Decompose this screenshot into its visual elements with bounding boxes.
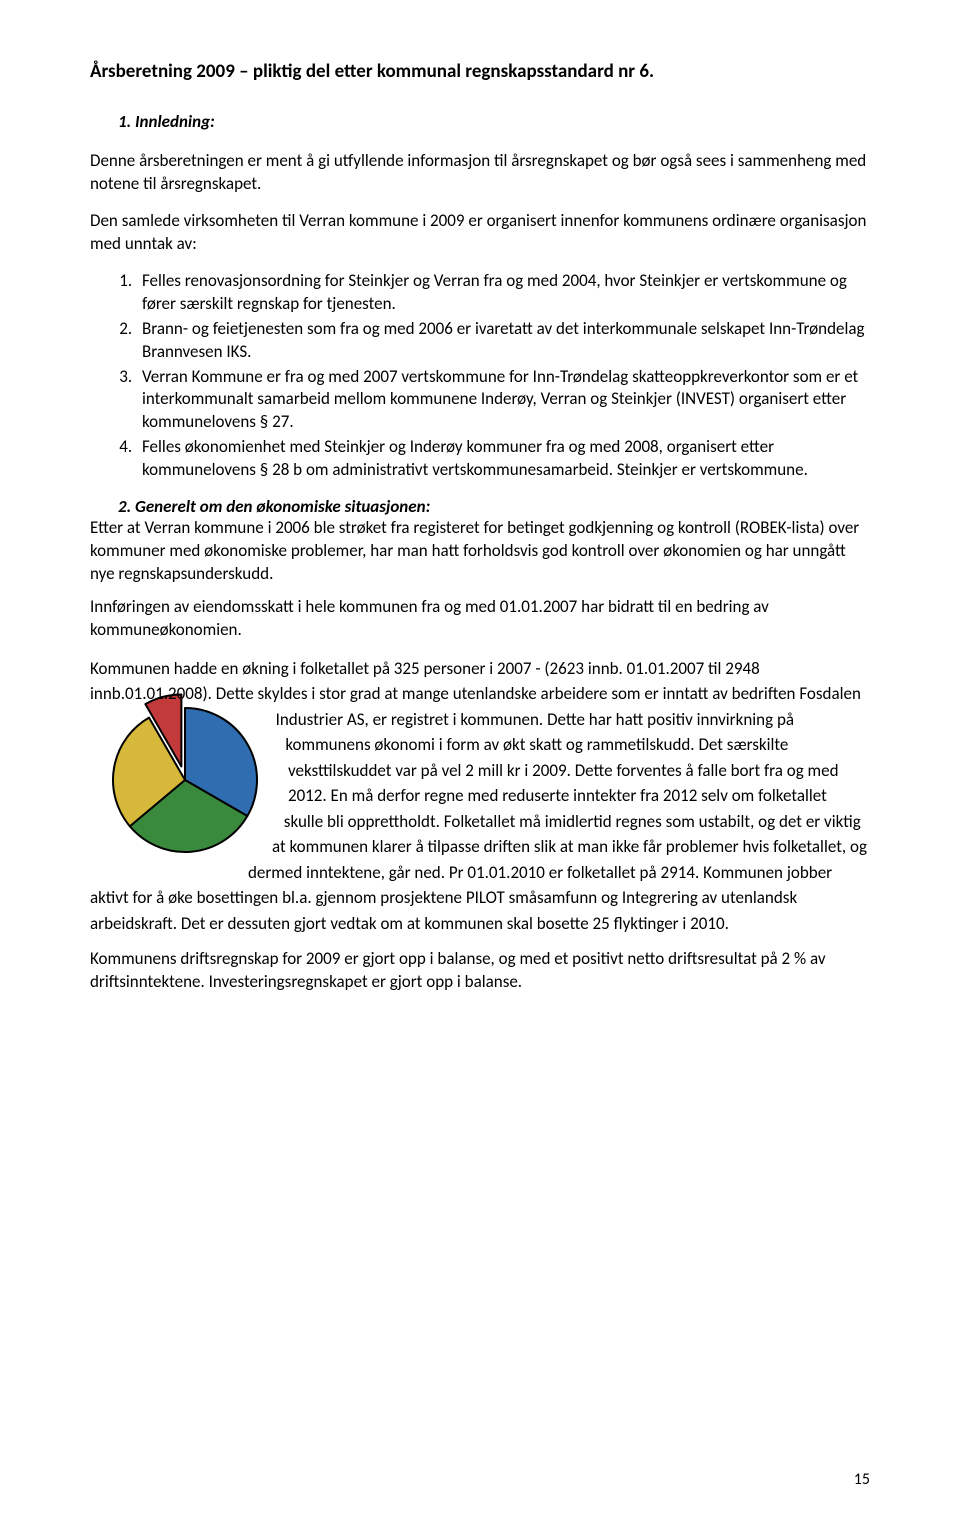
section-1-list: Felles renovasjonsordning for Steinkjer … [90,270,870,482]
list-item: Verran Kommune er fra og med 2007 vertsk… [136,366,870,435]
section-2-paragraph-1: Etter at Verran kommune i 2006 ble strøk… [90,517,870,586]
section-2-paragraph-3-block: Kommunen hadde en økning i folketallet p… [90,656,870,937]
section-1-heading: 1. Innledning: [90,111,870,132]
section-1-paragraph-2: Den samlede virksomheten til Verran komm… [90,210,870,256]
pie-chart-icon [90,685,280,875]
section-2-paragraph-4: Kommunens driftsregnskap for 2009 er gjo… [90,948,870,994]
list-item: Brann- og feietjenesten som fra og med 2… [136,318,870,364]
page-number: 15 [854,1470,870,1489]
section-2-paragraph-2: Innføringen av eiendomsskatt i hele komm… [90,596,870,642]
document-title: Årsberetning 2009 – pliktig del etter ko… [90,60,870,83]
list-item: Felles økonomienhet med Steinkjer og Ind… [136,436,870,482]
page: Årsberetning 2009 – pliktig del etter ko… [0,0,960,1519]
section-1-paragraph-1: Denne årsberetningen er ment å gi utfyll… [90,150,870,196]
section-2-heading: 2. Generelt om den økonomiske situasjone… [90,496,870,517]
list-item: Felles renovasjonsordning for Steinkjer … [136,270,870,316]
